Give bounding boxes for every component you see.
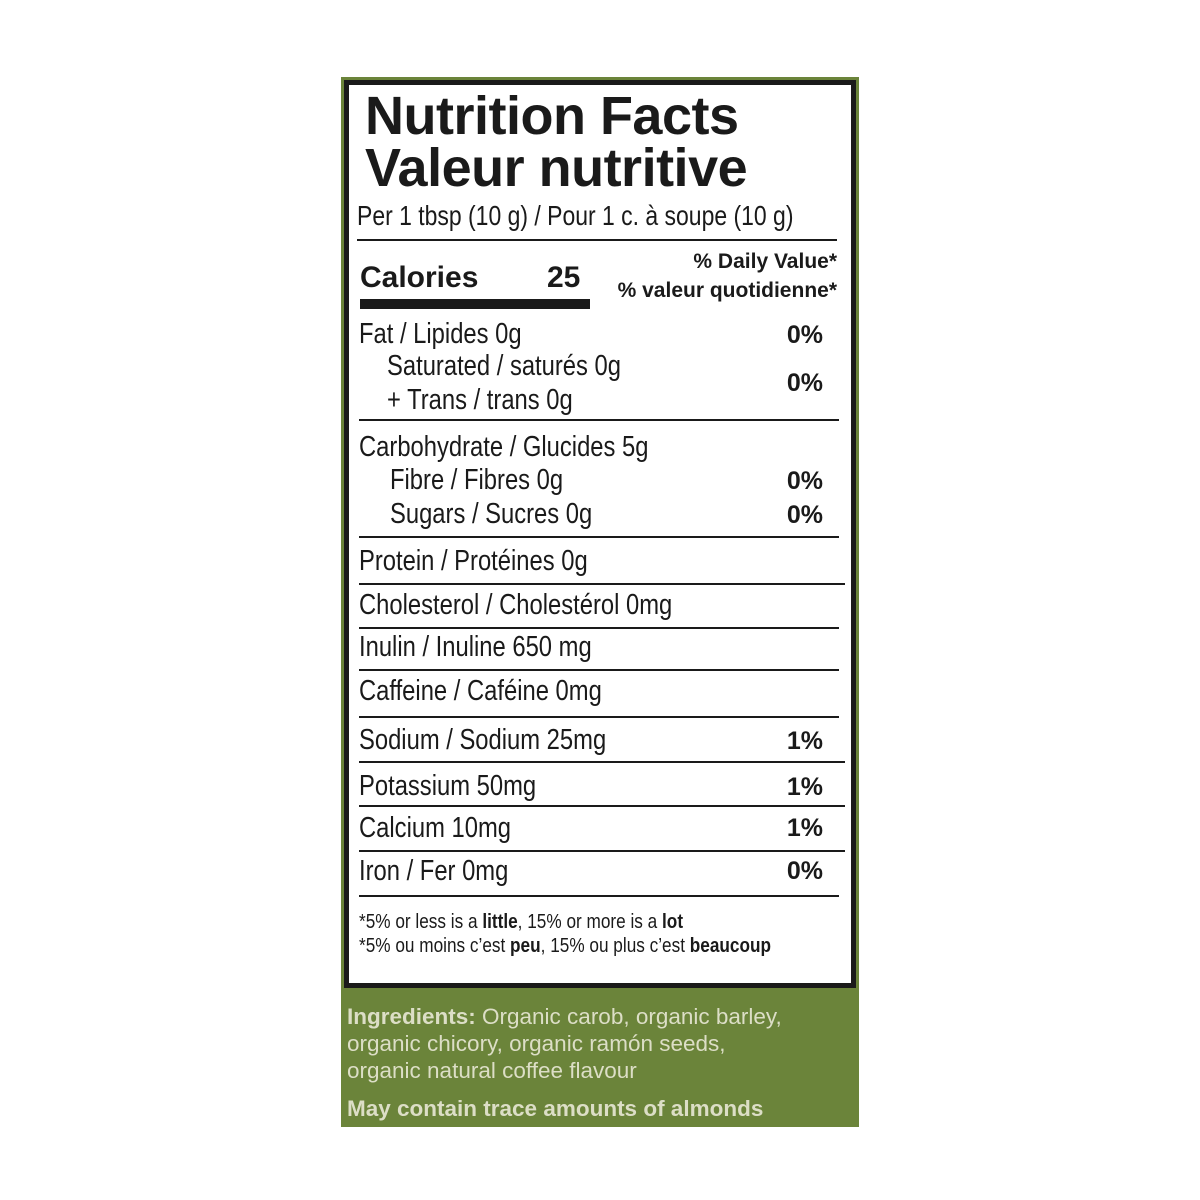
divider [359, 419, 839, 421]
divider [359, 716, 839, 718]
sat-trans-dv: 0% [786, 369, 823, 397]
divider [359, 895, 839, 897]
footnote-en: *5% or less is a little, 15% or more is … [359, 911, 684, 933]
calories-value: 25 [547, 261, 581, 294]
product-panel: Nutrition Facts Valeur nutritive Per 1 t… [341, 77, 859, 1127]
footnote-fr: *5% ou moins c’est peu, 15% ou plus c’es… [359, 935, 772, 957]
carb-label: Carbohydrate / Glucides 5g [359, 431, 649, 463]
trans-label: + Trans / trans 0g [387, 384, 573, 416]
divider [359, 627, 839, 629]
ingredients-line-3: organic natural coffee flavour [347, 1058, 637, 1083]
protein-label: Protein / Protéines 0g [359, 545, 588, 577]
sugars-dv: 0% [786, 501, 823, 529]
title-fr: Valeur nutritive [365, 138, 748, 198]
ingredients-text: Organic carob, organic barley, [475, 1004, 782, 1029]
potassium-dv: 1% [786, 773, 823, 801]
calories-label: Calories [360, 261, 479, 294]
divider [357, 239, 837, 241]
divider [359, 583, 845, 585]
serving-size: Per 1 tbsp (10 g) / Pour 1 c. à soupe (1… [357, 200, 794, 231]
sugars-label: Sugars / Sucres 0g [390, 498, 593, 530]
sodium-dv: 1% [786, 727, 823, 755]
nutrition-facts-table: Nutrition Facts Valeur nutritive Per 1 t… [344, 80, 856, 988]
dv-header-fr: % valeur quotidienne* [617, 279, 837, 302]
sodium-label: Sodium / Sodium 25mg [359, 724, 607, 756]
fat-dv: 0% [786, 321, 823, 349]
divider [359, 669, 839, 671]
caffeine-label: Caffeine / Caféine 0mg [359, 675, 602, 707]
divider [359, 805, 845, 807]
potassium-label: Potassium 50mg [359, 770, 537, 802]
inulin-label: Inulin / Inuline 650 mg [359, 631, 592, 663]
iron-dv: 0% [786, 857, 823, 885]
divider [359, 761, 845, 763]
fibre-label: Fibre / Fibres 0g [390, 464, 564, 496]
cholesterol-label: Cholesterol / Cholestérol 0mg [359, 589, 673, 621]
title-en: Nutrition Facts [365, 86, 739, 146]
fat-label: Fat / Lipides 0g [359, 318, 522, 350]
fibre-dv: 0% [786, 467, 823, 495]
ingredients-line-1: Ingredients: Organic carob, organic barl… [347, 1003, 782, 1030]
divider [359, 850, 845, 852]
allergen-statement: May contain trace amounts of almonds [347, 1096, 764, 1121]
calories-bar [360, 299, 590, 309]
divider [359, 536, 839, 538]
dv-header-en: % Daily Value* [693, 250, 837, 273]
calcium-dv: 1% [786, 814, 823, 842]
saturated-label: Saturated / saturés 0g [387, 350, 621, 382]
ingredients-line-2: organic chicory, organic ramón seeds, [347, 1031, 726, 1056]
calcium-label: Calcium 10mg [359, 812, 511, 844]
ingredients-heading: Ingredients: [347, 1004, 476, 1029]
iron-label: Iron / Fer 0mg [359, 855, 509, 887]
